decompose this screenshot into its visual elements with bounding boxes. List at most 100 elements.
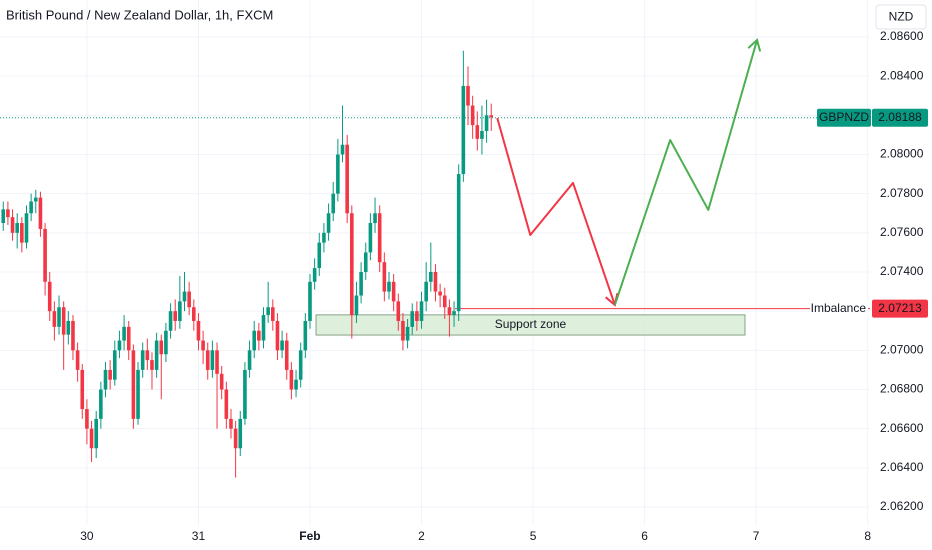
candle-body	[368, 223, 373, 253]
candle-body	[136, 369, 140, 419]
y-tick-label: 2.08600	[880, 29, 924, 43]
candle-body	[233, 428, 238, 449]
candle-body	[10, 217, 15, 233]
candle-body	[224, 389, 229, 419]
candle-body	[182, 291, 187, 302]
candle-body	[294, 379, 298, 390]
candle-body	[312, 268, 317, 282]
last-price-tag	[872, 108, 928, 127]
currency-box[interactable]	[875, 4, 927, 30]
price-axis-panel	[870, 0, 932, 550]
candle-body	[322, 232, 326, 243]
candle-body	[66, 320, 71, 335]
x-tick-label: 8	[864, 529, 871, 543]
candle-body	[247, 350, 252, 370]
candle-body	[99, 389, 103, 419]
drawings	[496, 38, 762, 307]
candle-body	[391, 281, 396, 302]
candle-body	[424, 281, 428, 302]
candle-body	[484, 115, 489, 132]
candle-body	[429, 271, 433, 282]
candle-body	[354, 295, 359, 316]
candle-body	[191, 307, 196, 321]
currency: NZD	[889, 10, 914, 24]
candle-body	[71, 320, 75, 351]
corner	[870, 525, 932, 550]
candle-body	[238, 418, 243, 449]
x-tick-label: 5	[530, 529, 537, 543]
candle-body	[57, 307, 61, 327]
candle-body	[243, 369, 247, 419]
candle-body	[405, 326, 410, 341]
candle-body	[456, 174, 461, 312]
arrow-head	[747, 38, 762, 52]
axis: NZD 2.06200 2.06400 2.06600 2.06800 2.07000 2…	[817, 0, 932, 550]
candle-body	[6, 209, 10, 218]
candle-body	[415, 311, 419, 321]
y-tick-label: 2.06400	[880, 460, 924, 474]
y-tick-label: 2.07400	[880, 264, 924, 278]
candle-body	[475, 125, 480, 139]
candle-body	[308, 281, 312, 321]
candle-body	[150, 360, 154, 370]
symbol-tag	[817, 108, 871, 127]
candle-body	[154, 340, 159, 370]
candle-body	[108, 369, 112, 380]
y-tick-label: 2.06600	[880, 421, 924, 435]
candle-body	[466, 85, 470, 106]
imbalance-price: 2.07213	[878, 301, 922, 315]
projection-line	[613, 39, 759, 306]
candle-body	[126, 326, 131, 351]
candle-body	[122, 326, 126, 341]
candle-body	[298, 350, 303, 380]
candle-body	[257, 330, 261, 341]
projection-line	[496, 117, 616, 306]
candle-body	[173, 311, 178, 321]
support-zone-label: Support zone	[495, 317, 567, 331]
x-tick-label: 6	[641, 529, 648, 543]
candle-body	[159, 340, 164, 355]
candle-body	[178, 301, 182, 321]
candle-body	[438, 291, 442, 296]
y-tick-label: 2.07600	[880, 225, 924, 239]
candle-body	[410, 311, 415, 327]
candle-body	[215, 350, 219, 374]
x-tick-label: 30	[80, 529, 94, 543]
candle-body	[24, 213, 29, 243]
candle-body	[164, 330, 168, 355]
candle-body	[1, 209, 6, 224]
candle-body	[461, 85, 466, 175]
y-tick-label: 2.07000	[880, 342, 924, 356]
candle-body	[29, 201, 33, 214]
candle-body	[145, 350, 150, 361]
candle-body	[340, 144, 345, 155]
candle-body	[47, 281, 52, 312]
candle-body	[377, 213, 382, 263]
candle-body	[219, 373, 224, 390]
candle-body	[229, 418, 233, 429]
x-tick-label: 31	[192, 529, 206, 543]
candle-body	[452, 311, 456, 316]
last-price-label: 2.08188	[878, 110, 922, 124]
x-tick-label: 7	[753, 529, 760, 543]
candle-body	[433, 271, 438, 292]
candle-body	[168, 311, 173, 331]
candle-body	[140, 350, 145, 370]
candle-body	[75, 350, 80, 370]
candle-body	[447, 307, 452, 316]
candle-body	[363, 252, 368, 272]
candle-body	[271, 307, 275, 321]
candle-body	[331, 193, 336, 214]
y-tick-label: 2.08000	[880, 147, 924, 161]
grid	[0, 0, 870, 525]
y-tick-label: 2.06800	[880, 382, 924, 396]
candle-body	[336, 154, 340, 194]
symbol-label: GBPNZD	[819, 110, 869, 124]
candle-body	[396, 301, 401, 321]
imbalance-label-bg	[810, 300, 868, 317]
candle-body	[350, 213, 354, 316]
candle-body	[470, 105, 475, 126]
candle-body	[33, 197, 38, 202]
y-tick-label: 2.07800	[880, 186, 924, 200]
